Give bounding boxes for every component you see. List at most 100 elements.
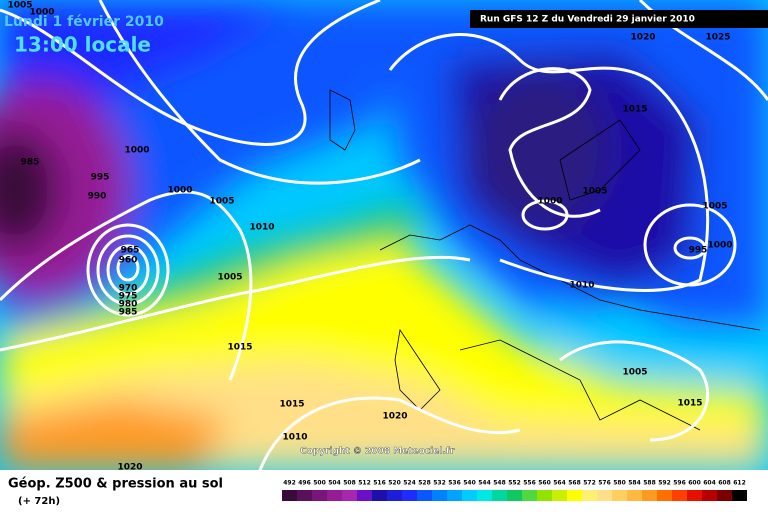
- legend-swatch: [357, 490, 372, 501]
- color-legend: 492 496 500 504 508 512 516 520 524 528 532 536 540 5…: [282, 480, 747, 501]
- legend-swatch: [702, 490, 717, 501]
- legend-label: 548: [493, 480, 506, 487]
- legend-label: 544: [478, 480, 491, 487]
- legend-label: 552: [508, 480, 521, 487]
- legend-label: 608: [718, 480, 731, 487]
- isobar-label: 985: [21, 158, 40, 168]
- legend-swatch: [732, 490, 747, 501]
- isobar-label: 965: [121, 246, 140, 256]
- local-time: 13:00 locale: [14, 33, 151, 57]
- legend-label: 556: [523, 480, 536, 487]
- legend-label: 560: [538, 480, 551, 487]
- legend-swatch: [462, 490, 477, 501]
- isobar-label: 1015: [622, 105, 647, 115]
- legend-swatch: [402, 490, 417, 501]
- isobar-label: 990: [88, 192, 107, 202]
- isobar-label: 985: [119, 308, 138, 318]
- legend-swatch: [567, 490, 582, 501]
- legend-swatch: [552, 490, 567, 501]
- isobar-label: 1020: [382, 412, 407, 422]
- isobar-label: 1015: [279, 400, 304, 410]
- legend-swatch: [657, 490, 672, 501]
- copyright: Copyright © 2008 Meteociel.fr: [300, 447, 455, 457]
- legend-label: 572: [583, 480, 596, 487]
- legend-swatch: [447, 490, 462, 501]
- run-banner: [470, 10, 768, 28]
- legend-swatch: [477, 490, 492, 501]
- isobar-label: 1005: [7, 1, 32, 11]
- legend-label: 540: [463, 480, 476, 487]
- legend-swatch: [297, 490, 312, 501]
- legend-swatch: [522, 490, 537, 501]
- legend-swatch: [312, 490, 327, 501]
- legend-label: 520: [388, 480, 401, 487]
- isobar-label: 975: [119, 292, 138, 302]
- isobar-label: 1005: [217, 273, 242, 283]
- legend-swatch: [642, 490, 657, 501]
- isobar-label: 1010: [282, 433, 307, 443]
- legend-label: 588: [643, 480, 656, 487]
- legend-label: 604: [703, 480, 716, 487]
- legend-swatch: [672, 490, 687, 501]
- geopotential-field: 1005100098599599010001000100510109659609…: [0, 0, 768, 473]
- legend-label: 600: [688, 480, 701, 487]
- isobar-label: 1020: [117, 463, 142, 473]
- isobar-label: 1005: [622, 368, 647, 378]
- legend-swatch: [687, 490, 702, 501]
- legend-label: 596: [673, 480, 686, 487]
- legend-swatch: [612, 490, 627, 501]
- legend-swatch: [372, 490, 387, 501]
- legend-swatch: [342, 490, 357, 501]
- legend-swatch: [387, 490, 402, 501]
- isobar-label: 1000: [29, 8, 54, 18]
- lead-time: (+ 72h): [18, 496, 60, 507]
- legend-label: 528: [418, 480, 431, 487]
- legend-swatch: [327, 490, 342, 501]
- legend-swatch: [432, 490, 447, 501]
- legend-swatch: [537, 490, 552, 501]
- isobar-label: 1015: [677, 399, 702, 409]
- legend-label: 496: [298, 480, 311, 487]
- isobar-label: 1000: [707, 241, 732, 251]
- legend-label: 536: [448, 480, 461, 487]
- legend-swatch: [582, 490, 597, 501]
- legend-label: 532: [433, 480, 446, 487]
- isobar-label: 995: [689, 246, 708, 256]
- legend-label: 612: [733, 480, 746, 487]
- isobar-label: 1000: [537, 197, 562, 207]
- isobar-label: 1005: [209, 197, 234, 207]
- legend-label: 516: [373, 480, 386, 487]
- isobar-label: 1010: [249, 223, 274, 233]
- isobar-label: 1010: [569, 281, 594, 291]
- legend-label: 576: [598, 480, 611, 487]
- legend-label: 508: [343, 480, 356, 487]
- isobar-label: 1025: [705, 33, 730, 43]
- legend-swatch: [717, 490, 732, 501]
- legend-label: 592: [658, 480, 671, 487]
- isobar-label: 980: [119, 300, 138, 310]
- legend-swatch: [627, 490, 642, 501]
- isobar-label: 1005: [582, 187, 607, 197]
- legend-label: 524: [403, 480, 416, 487]
- isobar-label: 1020: [630, 33, 655, 43]
- legend-swatch: [492, 490, 507, 501]
- run-info: Run GFS 12 Z du Vendredi 29 janvier 2010: [480, 15, 695, 25]
- legend-label: 568: [568, 480, 581, 487]
- legend-swatch: [597, 490, 612, 501]
- legend-swatch: [282, 490, 297, 501]
- legend-label: 564: [553, 480, 566, 487]
- legend-label: 580: [613, 480, 626, 487]
- legend-swatch: [507, 490, 522, 501]
- isobar-label: 1000: [167, 186, 192, 196]
- footer-title: Géop. Z500 & pression au sol: [8, 477, 223, 492]
- legend-label: 500: [313, 480, 326, 487]
- legend-label: 512: [358, 480, 371, 487]
- isobar-label: 1000: [124, 146, 149, 156]
- legend-label: 584: [628, 480, 641, 487]
- isobar-label: 1015: [227, 343, 252, 353]
- legend-label: 492: [283, 480, 296, 487]
- isobar-label: 960: [119, 256, 138, 266]
- legend-label: 504: [328, 480, 341, 487]
- isobar-label: 995: [91, 173, 110, 183]
